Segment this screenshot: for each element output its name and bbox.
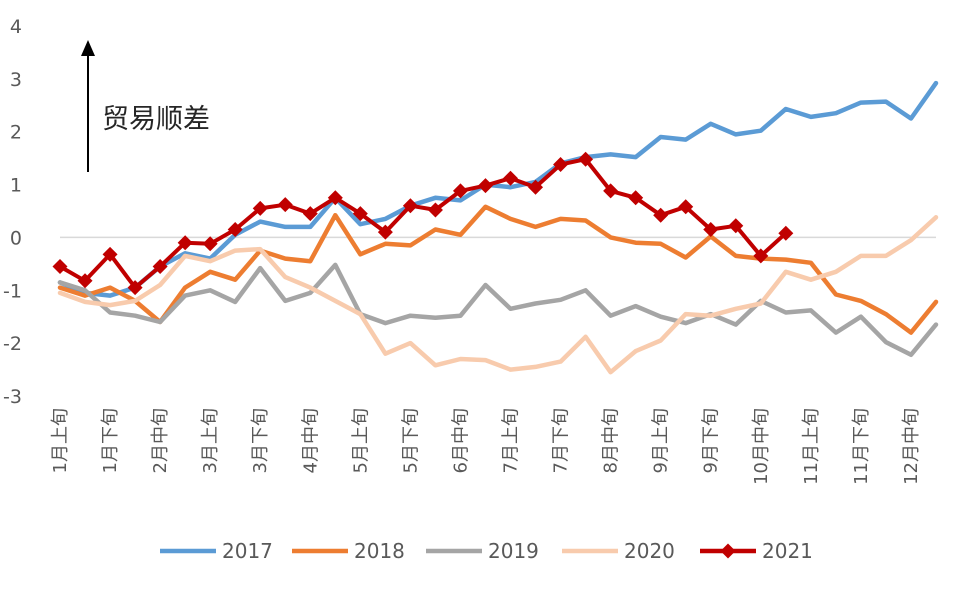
series-marker-2021	[728, 218, 744, 234]
series-marker-2021	[628, 190, 644, 206]
x-tick-label: 5月上旬	[350, 408, 371, 473]
series-marker-2021	[553, 156, 569, 172]
up-arrow-icon	[81, 40, 95, 56]
y-tick-label: 1	[10, 175, 22, 197]
series-marker-2021	[102, 246, 118, 262]
series-layer	[52, 80, 939, 375]
legend-label-2018: 2018	[354, 539, 405, 563]
legend-label-2020: 2020	[624, 539, 675, 563]
series-line-2017	[57, 80, 939, 298]
series-marker-2021	[227, 222, 243, 237]
x-tick-label: 7月下旬	[551, 408, 572, 473]
series-marker-2021	[578, 151, 594, 167]
series-marker-2021	[252, 200, 268, 216]
x-tick-label: 4月中旬	[300, 408, 321, 473]
x-tick-label: 1月下旬	[100, 408, 121, 473]
series-line-2021	[58, 157, 788, 290]
y-tick-label: -2	[3, 333, 22, 355]
series-marker-2021	[52, 259, 68, 274]
x-tick-label: 10月中旬	[751, 408, 772, 485]
series-line-2018	[57, 204, 939, 335]
x-tick-label: 1月上旬	[50, 408, 71, 473]
legend-label-2019: 2019	[488, 539, 539, 563]
x-tick-label: 5月下旬	[400, 408, 421, 473]
x-axis-ticks: 1月上旬 1月下旬 2月中旬 3月上旬 3月下旬 4月中旬 5月上旬 5月下旬 6月中旬 7月上旬…	[50, 408, 922, 485]
y-tick-label: 0	[10, 227, 22, 249]
series-marker-2021	[152, 259, 168, 274]
x-tick-label: 8月中旬	[601, 408, 622, 473]
series-marker-2021	[703, 222, 719, 237]
x-tick-label: 9月下旬	[701, 408, 722, 473]
x-tick-label: 12月中旬	[901, 408, 922, 485]
y-tick-label: 4	[10, 16, 22, 38]
series-marker-2021	[127, 280, 143, 296]
series-line-2020	[57, 215, 939, 375]
y-tick-label: 2	[10, 122, 22, 144]
x-tick-label: 6月中旬	[450, 408, 471, 473]
series-marker-2021	[202, 236, 218, 252]
series-marker-2021	[678, 199, 694, 215]
series-marker-2021	[653, 207, 669, 223]
series-marker-2021	[377, 224, 393, 240]
x-tick-label: 3月上旬	[200, 408, 221, 473]
x-tick-label: 7月上旬	[501, 408, 522, 473]
series-marker-2021	[477, 178, 493, 194]
y-tick-label: 3	[10, 69, 22, 91]
y-axis-ticks: -3 -2 -1 0 1 2 3 4	[3, 16, 22, 408]
series-marker-2021	[352, 206, 368, 222]
series-marker-2021	[753, 248, 769, 264]
series-marker-2021	[603, 183, 619, 199]
y-tick-label: -3	[3, 386, 22, 408]
series-marker-2021	[327, 190, 343, 206]
x-tick-label: 11月下旬	[851, 408, 872, 485]
series-marker-2021	[528, 179, 544, 195]
legend-label-2021: 2021	[762, 539, 813, 563]
legend: 2017 2018 2019 2020 2021	[160, 539, 813, 563]
series-marker-2021	[302, 206, 318, 222]
series-marker-2021	[177, 235, 193, 251]
series-marker-2021	[503, 170, 519, 186]
legend-marker-2021	[720, 543, 736, 559]
x-tick-label: 11月上旬	[801, 408, 822, 485]
x-tick-label: 9月上旬	[651, 408, 672, 473]
series-marker-2021	[277, 197, 293, 213]
series-marker-2021	[452, 183, 468, 199]
x-tick-label: 3月下旬	[250, 408, 271, 473]
y-tick-label: -1	[3, 280, 22, 302]
series-line-2019	[57, 262, 939, 358]
legend-label-2017: 2017	[222, 539, 273, 563]
series-marker-2021	[77, 273, 93, 289]
annotation-label: 贸易顺差	[102, 104, 210, 135]
series-marker-2021	[427, 202, 443, 218]
annotation-group: 贸易顺差	[81, 40, 210, 172]
series-marker-2021	[402, 198, 418, 214]
series-marker-2021	[778, 225, 794, 241]
x-tick-label: 2月中旬	[150, 408, 171, 473]
